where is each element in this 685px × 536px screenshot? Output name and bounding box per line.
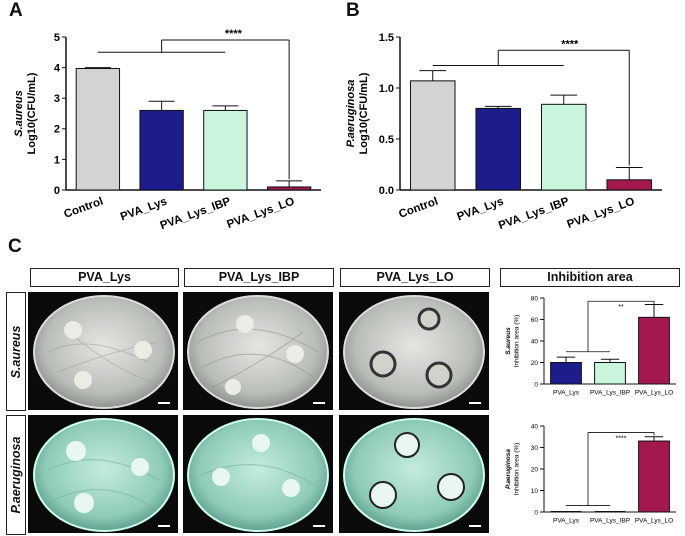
chart-c-top-y-tick-label: 0 <box>534 381 538 388</box>
chart-c-top-significance: ** <box>618 304 624 311</box>
chart-c-top-y-tick-label: 40 <box>531 338 539 345</box>
chart-c-top-y-label-organism: S.aureus <box>505 327 512 355</box>
chart-c-bottom-category-label: PVA_Lys_LO <box>635 518 673 525</box>
chart-c-bottom-y-tick-label: 40 <box>531 423 539 430</box>
chart-c-top-bar <box>594 362 626 385</box>
plate-p-aeruginosa-pva-lys-lo-svg <box>343 418 485 532</box>
chart-c-bottom-y-tick-label: 10 <box>531 488 539 495</box>
chart-c-top-y-label-unit: Inhibition area (%) <box>514 315 521 368</box>
column-header-pva-lys-ibp: PVA_Lys_IBP <box>184 268 334 287</box>
chart-c-bottom-significance: **** <box>616 435 627 442</box>
plate-photo-p-aeruginosa-pva-lys <box>28 415 178 533</box>
chart-a-category-label: PVA_Lys_IBP <box>159 195 233 232</box>
chart-a-y-tick-label: 1 <box>54 154 60 166</box>
chart-a-category-label: PVA_Lys_LO <box>225 196 296 232</box>
chart-a-bar <box>75 68 121 191</box>
chart-b-y-label-unit: Log10(CFU/mL) <box>358 72 370 154</box>
chart-a-bar <box>139 109 184 191</box>
column-header-pva-lys: PVA_Lys <box>30 268 179 287</box>
chart-c-bottom-category-label: PVA_Lys_IBP <box>590 518 630 525</box>
column-header-pva-lys-lo: PVA_Lys_LO <box>340 268 490 287</box>
plate-photo-s-aureus-pva-lys-lo <box>339 292 489 410</box>
column-header-inhibition-area: Inhibition area <box>500 268 680 287</box>
chart-c-top-y-tick-label: 80 <box>531 295 539 302</box>
chart-a-y-label-organism: S.aureus <box>13 90 25 136</box>
plate-s-aureus-pva-lys-lo-svg <box>343 295 485 409</box>
chart-a-bar <box>203 109 248 191</box>
chart-c-top-y-tick-label: 60 <box>531 317 539 324</box>
chart-b-category-label: PVA_Lys_IBP <box>497 195 571 232</box>
chart-c-top-category-label: PVA_Lys_LO <box>635 390 673 397</box>
row-label-p-aeruginosa: P.aeruginosa <box>6 415 26 535</box>
chart-c-top-bar <box>638 316 670 385</box>
chart-b-bar <box>606 179 653 191</box>
chart-a-category-label: Control <box>62 196 105 221</box>
chart-c-bottom-y-tick-label: 30 <box>531 445 539 452</box>
chart-b-svg: 0.0 0.5 1.0 1.5 Control PVA_LysPVA_Lys_IBPPVA… <box>345 32 662 232</box>
panel-letter-b: B <box>346 0 360 21</box>
chart-c-top-category-label: PVA_Lys_IBP <box>590 390 630 397</box>
panel-letter-c: C <box>8 236 22 257</box>
chart-b-y-tick-label: 1.0 <box>379 83 394 95</box>
plate-p-aeruginosa-pva-lys-ibp-svg <box>187 418 329 532</box>
chart-c-bottom-y-tick-label: 0 <box>534 509 538 516</box>
chart-a-y-tick-label: 0 <box>54 185 60 197</box>
chart-b-category-label: PVA_Lys <box>456 196 506 224</box>
plate-photo-p-aeruginosa-pva-lys-lo <box>339 415 489 533</box>
chart-a-y-tick-label: 2 <box>54 124 60 136</box>
row-label-s-aureus-text: S.aureus <box>9 325 23 378</box>
chart-b-category-label: Control <box>397 196 440 221</box>
row-label-p-aeruginosa-text: P.aeruginosa <box>9 436 23 514</box>
chart-c-bottom-y-label-organism: P.aeruginosa <box>505 449 512 489</box>
chart-b-bar <box>409 80 456 191</box>
chart-b-y-label-organism: P.aeruginosa <box>345 80 357 148</box>
chart-a-y-label-unit: Log10(CFU/mL) <box>26 72 38 154</box>
plate-photo-p-aeruginosa-pva-lys-ibp <box>183 415 333 533</box>
chart-a-y-tick-label: 4 <box>54 62 61 74</box>
chart-inhibition-p-aeruginosa-svg: 0 10 20 30 40 PVA_Lys PVA_Lys_IBP PVA_Lys_LO P.a… <box>505 423 676 525</box>
chart-c-top-bar <box>550 362 582 385</box>
plate-s-aureus-pva-lys-ibp-svg <box>187 295 329 409</box>
chart-b-y-tick-label: 0.5 <box>379 134 394 146</box>
chart-b-bar <box>475 107 522 191</box>
chart-a-significance: **** <box>225 28 243 40</box>
row-label-s-aureus: S.aureus <box>6 292 26 411</box>
chart-b-y-tick-label: 1.5 <box>379 32 394 44</box>
chart-c-bottom-y-tick-label: 20 <box>531 466 539 473</box>
chart-c-bottom-bar <box>638 440 670 513</box>
chart-c-bottom-category-label: PVA_Lys <box>553 518 580 525</box>
chart-c-top-category-label: PVA_Lys <box>553 390 580 397</box>
plate-photo-s-aureus-pva-lys-ibp <box>183 292 333 410</box>
chart-b-category-label: PVA_Lys_LO <box>565 196 636 232</box>
chart-a-y-tick-label: 3 <box>54 93 60 105</box>
chart-c-bottom-y-label-unit: Inhibition area (%) <box>514 443 521 496</box>
chart-b-significance: **** <box>561 38 579 50</box>
panel-letter-a: A <box>9 0 23 21</box>
chart-b-y-tick-label: 0.0 <box>379 185 394 197</box>
chart-b-bar <box>540 103 587 191</box>
chart-inhibition-s-aureus-svg: 0 20 40 60 80 PVA_Lys PVA_Lys_IBP PVA_Lys_LO S.a… <box>505 295 676 397</box>
plate-p-aeruginosa-pva-lys-svg <box>33 418 175 532</box>
chart-a-y-tick-label: 5 <box>54 32 60 44</box>
plate-s-aureus-pva-lys-svg <box>33 295 175 409</box>
plate-photo-s-aureus-pva-lys <box>28 292 178 410</box>
chart-c-top-y-tick-label: 20 <box>531 360 539 367</box>
chart-a-bar <box>266 186 312 191</box>
